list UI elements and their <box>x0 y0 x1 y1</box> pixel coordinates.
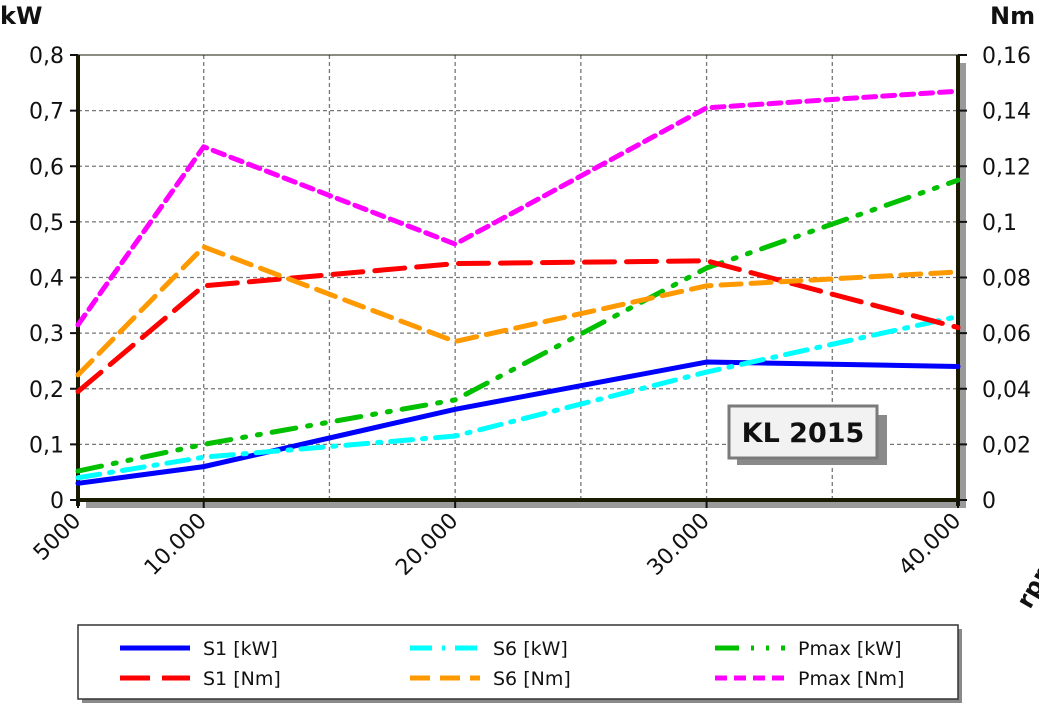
y-right-tick-label: 0,12 <box>982 155 1031 180</box>
annotation-label: KL 2015 <box>742 418 865 449</box>
y-left-tick-label: 0,2 <box>29 378 64 403</box>
y-left-tick-label: 0 <box>50 489 64 514</box>
legend-label: S6 [kW] <box>493 638 568 660</box>
y-left-tick-label: 0,6 <box>29 155 64 180</box>
y-left-tick-label: 0,1 <box>29 433 64 458</box>
legend-label: S1 [kW] <box>203 638 278 660</box>
y-right-tick-label: 0,08 <box>982 267 1031 292</box>
y-left-tick-label: 0,4 <box>29 267 64 292</box>
legend-label: Pmax [kW] <box>798 638 902 660</box>
legend-label: S6 [Nm] <box>493 668 571 690</box>
legend-label: S1 [Nm] <box>203 668 281 690</box>
y-right-label: Nm <box>990 2 1035 30</box>
y-left-tick-label: 0,7 <box>29 100 64 125</box>
annotation-box <box>727 404 879 460</box>
legend <box>77 624 959 700</box>
y-left-label: kW <box>0 2 42 30</box>
x-axis-label: rpm <box>1011 552 1039 613</box>
y-left-tick-label: 0,5 <box>29 211 64 236</box>
y-left-tick-label: 0,3 <box>29 322 64 347</box>
y-right-tick-label: 0,02 <box>982 433 1031 458</box>
y-right-tick-label: 0,16 <box>982 44 1031 69</box>
x-tick-label: 40.000 <box>894 509 966 581</box>
x-tick-label: 30.000 <box>643 509 715 581</box>
y-left-tick-label: 0,8 <box>29 44 64 69</box>
y-right-tick-label: 0,06 <box>982 322 1031 347</box>
x-tick-label: 20.000 <box>391 509 463 581</box>
y-right-tick-label: 0,04 <box>982 378 1031 403</box>
y-right-tick-label: 0,14 <box>982 100 1031 125</box>
x-tick-label: 10.000 <box>140 509 212 581</box>
x-tick-label: 5000 <box>29 509 86 566</box>
y-right-tick-label: 0,1 <box>982 211 1017 236</box>
y-right-tick-label: 0 <box>982 489 996 514</box>
legend-label: Pmax [Nm] <box>798 668 904 690</box>
